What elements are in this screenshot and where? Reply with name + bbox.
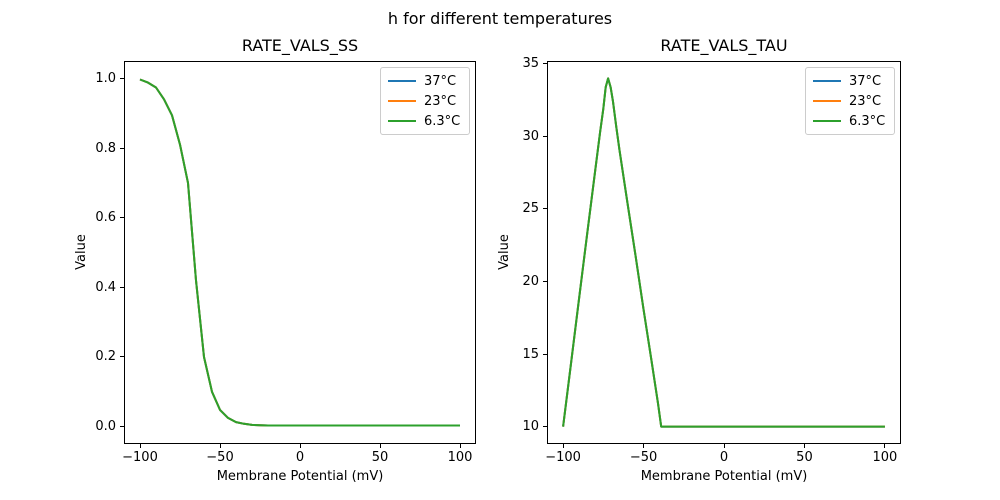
x-tick-mark: [139, 444, 141, 448]
series-line-6.3°C: [562, 77, 885, 428]
subplot-title: RATE_VALS_TAU: [660, 36, 788, 55]
y-axis-label: Value: [74, 234, 89, 270]
y-tick-mark: [543, 426, 547, 428]
legend-entry: 37°C: [386, 71, 464, 91]
x-tick-label: −50: [206, 450, 234, 465]
y-tick-label: 35: [522, 56, 539, 72]
legend-entry: 37°C: [811, 71, 889, 91]
y-tick-mark: [543, 135, 547, 137]
axes-spines: [124, 61, 476, 444]
figure-title: h for different temperatures: [387, 9, 613, 28]
axes-spines: [547, 61, 901, 444]
legend-entry: 23°C: [811, 91, 889, 111]
y-tick-mark: [543, 353, 547, 355]
x-axis-label: Membrane Potential (mV): [216, 469, 384, 484]
axes-canvas: [124, 61, 476, 444]
y-tick-mark: [543, 208, 547, 210]
legend-line-swatch: [388, 100, 416, 102]
y-tick-mark: [120, 286, 124, 288]
y-tick-mark: [120, 426, 124, 428]
x-tick-label: −100: [545, 450, 581, 465]
y-tick-label: 15: [522, 346, 539, 362]
legend-label: 6.3°C: [424, 113, 461, 129]
y-tick-label: 0.8: [95, 140, 116, 156]
x-tick-label: −100: [122, 450, 158, 465]
legend-line-swatch: [813, 120, 841, 122]
series-line-6.3°C: [139, 78, 460, 427]
x-tick-mark: [459, 444, 461, 448]
x-tick-mark: [803, 444, 805, 448]
legend-line-swatch: [813, 80, 841, 82]
y-tick-mark: [543, 281, 547, 282]
y-tick-label: 0.2: [95, 349, 116, 365]
y-tick-mark: [120, 147, 124, 149]
legend-entry: 6.3°C: [811, 111, 889, 131]
x-tick-label: 50: [796, 450, 813, 465]
legend-label: 37°C: [849, 73, 882, 89]
legend: 37°C 23°C 6.3°C: [380, 67, 470, 135]
y-tick-mark: [120, 356, 124, 358]
y-tick-mark: [543, 63, 547, 65]
x-tick-mark: [723, 444, 725, 448]
x-tick-label: 0: [295, 450, 305, 465]
x-tick-mark: [884, 444, 886, 448]
y-tick-label: 30: [522, 128, 539, 144]
subplot-title: RATE_VALS_SS: [241, 36, 359, 55]
y-tick-label: 0.4: [95, 279, 116, 295]
legend-entry: 23°C: [386, 91, 464, 111]
y-axis-label: Value: [497, 234, 512, 270]
x-tick-mark: [562, 444, 564, 448]
x-tick-label: 100: [872, 450, 898, 465]
legend-line-swatch: [813, 100, 841, 102]
y-tick-mark: [120, 77, 124, 79]
y-tick-label: 20: [522, 274, 539, 289]
axes-canvas: [547, 61, 901, 444]
x-tick-label: 50: [371, 450, 389, 465]
legend-label: 23°C: [849, 93, 882, 109]
y-tick-label: 25: [522, 201, 539, 217]
plot-area: [124, 61, 476, 444]
y-tick-label: 0.6: [95, 210, 116, 226]
legend-entry: 6.3°C: [386, 111, 464, 131]
y-tick-label: 1.0: [95, 70, 116, 86]
y-tick-label: 10: [522, 419, 539, 435]
x-tick-label: −50: [629, 450, 658, 465]
x-tick-mark: [299, 444, 301, 448]
legend-line-swatch: [388, 120, 416, 122]
legend: 37°C 23°C 6.3°C: [805, 67, 895, 135]
x-tick-mark: [643, 444, 645, 448]
x-tick-label: 100: [447, 450, 473, 465]
y-tick-label: 0.0: [95, 419, 116, 435]
y-tick-mark: [120, 217, 124, 219]
x-tick-label: 0: [719, 450, 729, 465]
x-tick-mark: [379, 444, 381, 448]
x-axis-label: Membrane Potential (mV): [640, 469, 808, 484]
legend-label: 23°C: [424, 93, 457, 109]
legend-label: 37°C: [424, 73, 457, 89]
legend-line-swatch: [388, 80, 416, 82]
plot-area: [547, 61, 901, 444]
legend-label: 6.3°C: [849, 113, 886, 129]
x-tick-mark: [219, 444, 221, 448]
